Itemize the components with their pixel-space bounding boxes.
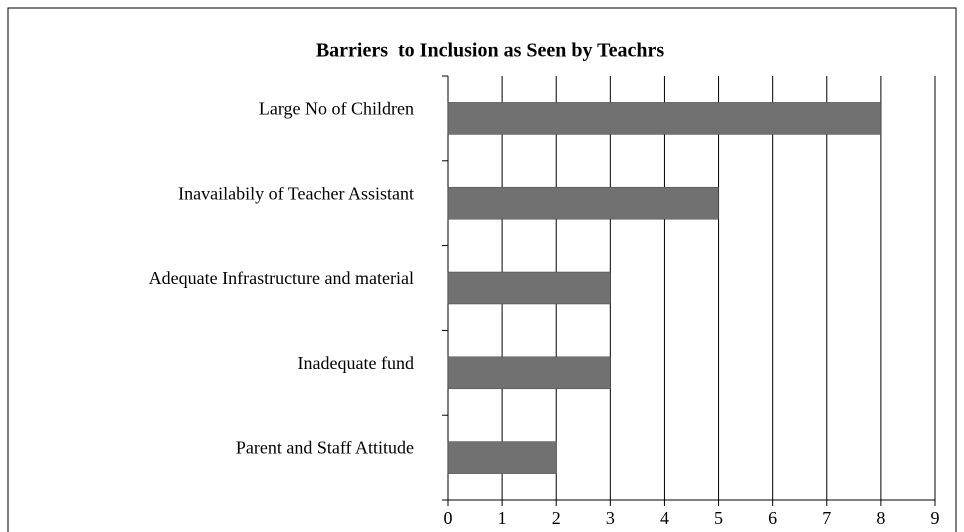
x-tick-label: 6 [768,508,777,528]
x-tick-label: 9 [931,508,940,528]
x-tick-label: 0 [444,508,453,528]
x-tick-label: 1 [498,508,507,528]
x-tick-label: 8 [876,508,885,528]
bar [447,271,611,305]
y-tick-label: Inadequate fund [298,353,414,373]
x-tick-label: 5 [714,508,723,528]
frame [7,7,957,532]
y-tick-label: Inavailabily of Teacher Assistant [178,183,414,203]
y-tick-label: Parent and Staff Attitude [236,438,414,458]
x-tick-label: 4 [660,508,669,528]
x-tick-label: 7 [822,508,831,528]
y-tick-label: Large No of Children [259,99,414,119]
bar [447,441,557,474]
bar [447,186,719,220]
bar [447,102,882,135]
bar [447,356,611,390]
x-tick-label: 3 [606,508,615,528]
chart-title: Barriers to Inclusion as Seen by Teachrs [316,40,665,62]
y-tick-label: Adequate Infrastructure and material [149,268,414,288]
x-tick-label: 2 [552,508,561,528]
